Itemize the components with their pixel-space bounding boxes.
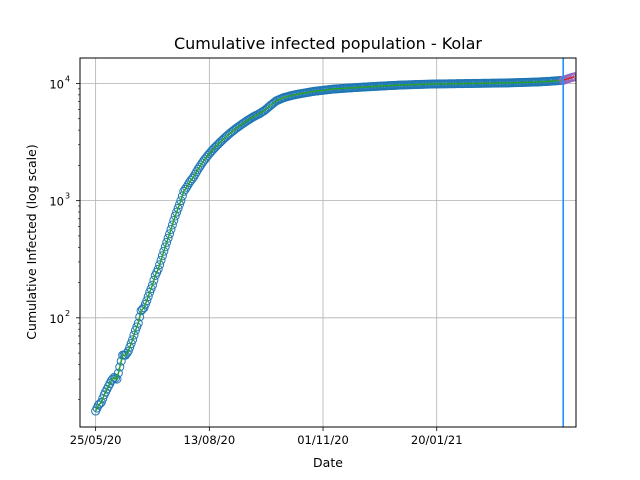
- observed-point: [149, 275, 159, 285]
- observed-point: [189, 172, 199, 182]
- observed-point: [169, 215, 179, 225]
- observed-point: [246, 114, 256, 124]
- y-tick-label: 10: [49, 195, 64, 209]
- observed-point: [162, 237, 172, 247]
- observed-point: [192, 167, 202, 177]
- observed-point: [153, 264, 163, 274]
- x-tick-label: 20/01/21: [411, 433, 463, 447]
- y-tick-exponent: 4: [65, 74, 70, 83]
- observed-point: [123, 346, 133, 356]
- observed-point: [190, 169, 200, 179]
- observed-point: [95, 399, 105, 409]
- observed-point: [136, 306, 146, 316]
- observed-point: [159, 246, 169, 256]
- forecast-line: [562, 76, 575, 82]
- y-tick-exponent: 2: [65, 309, 70, 318]
- observed-point: [172, 207, 182, 217]
- observed-point: [160, 242, 170, 252]
- observed-point: [116, 356, 126, 366]
- observed-point: [147, 280, 157, 290]
- chart-title: Cumulative infected population - Kolar: [174, 34, 482, 53]
- observed-point: [115, 362, 125, 372]
- observed-point: [166, 224, 176, 234]
- observed-point: [163, 233, 173, 243]
- observed-point: [111, 373, 121, 383]
- observed-point: [180, 184, 190, 194]
- y-axis-label: Cumulative Infected (log scale): [24, 144, 39, 339]
- x-tick-label: 01/11/20: [297, 433, 349, 447]
- observed-point: [129, 330, 139, 340]
- x-tick-label: 25/05/20: [70, 433, 122, 447]
- observed-point: [125, 342, 135, 352]
- y-tick-exponent: 3: [65, 192, 70, 201]
- fit-line: [94, 79, 564, 412]
- plot-data: [91, 72, 576, 416]
- plot-frame: [79, 57, 577, 428]
- forecast-point: [570, 72, 576, 82]
- observed-point: [142, 296, 152, 306]
- observed-point: [174, 199, 184, 209]
- observed-point: [155, 260, 165, 270]
- observed-point: [122, 348, 132, 358]
- observed-point: [187, 174, 197, 184]
- observed-point: [170, 211, 180, 221]
- x-axis-label: Date: [313, 455, 343, 470]
- y-tick-label: 10: [49, 312, 64, 326]
- observed-point: [143, 292, 153, 302]
- y-tick-label: 10: [49, 77, 64, 91]
- observed-point: [156, 255, 166, 265]
- observed-point: [128, 335, 138, 345]
- observed-point: [176, 196, 186, 206]
- observed-point: [173, 203, 183, 213]
- observed-point: [167, 220, 177, 230]
- observed-point: [126, 339, 136, 349]
- observed-point: [165, 229, 175, 239]
- x-tick-label: 13/08/20: [184, 433, 236, 447]
- observed-point: [133, 318, 143, 328]
- observed-point: [157, 251, 167, 261]
- observed-point: [182, 182, 192, 192]
- observed-point: [135, 312, 145, 322]
- observed-point: [93, 400, 103, 410]
- observed-point: [138, 304, 148, 314]
- observed-point: [113, 368, 123, 378]
- observed-point: [270, 97, 280, 107]
